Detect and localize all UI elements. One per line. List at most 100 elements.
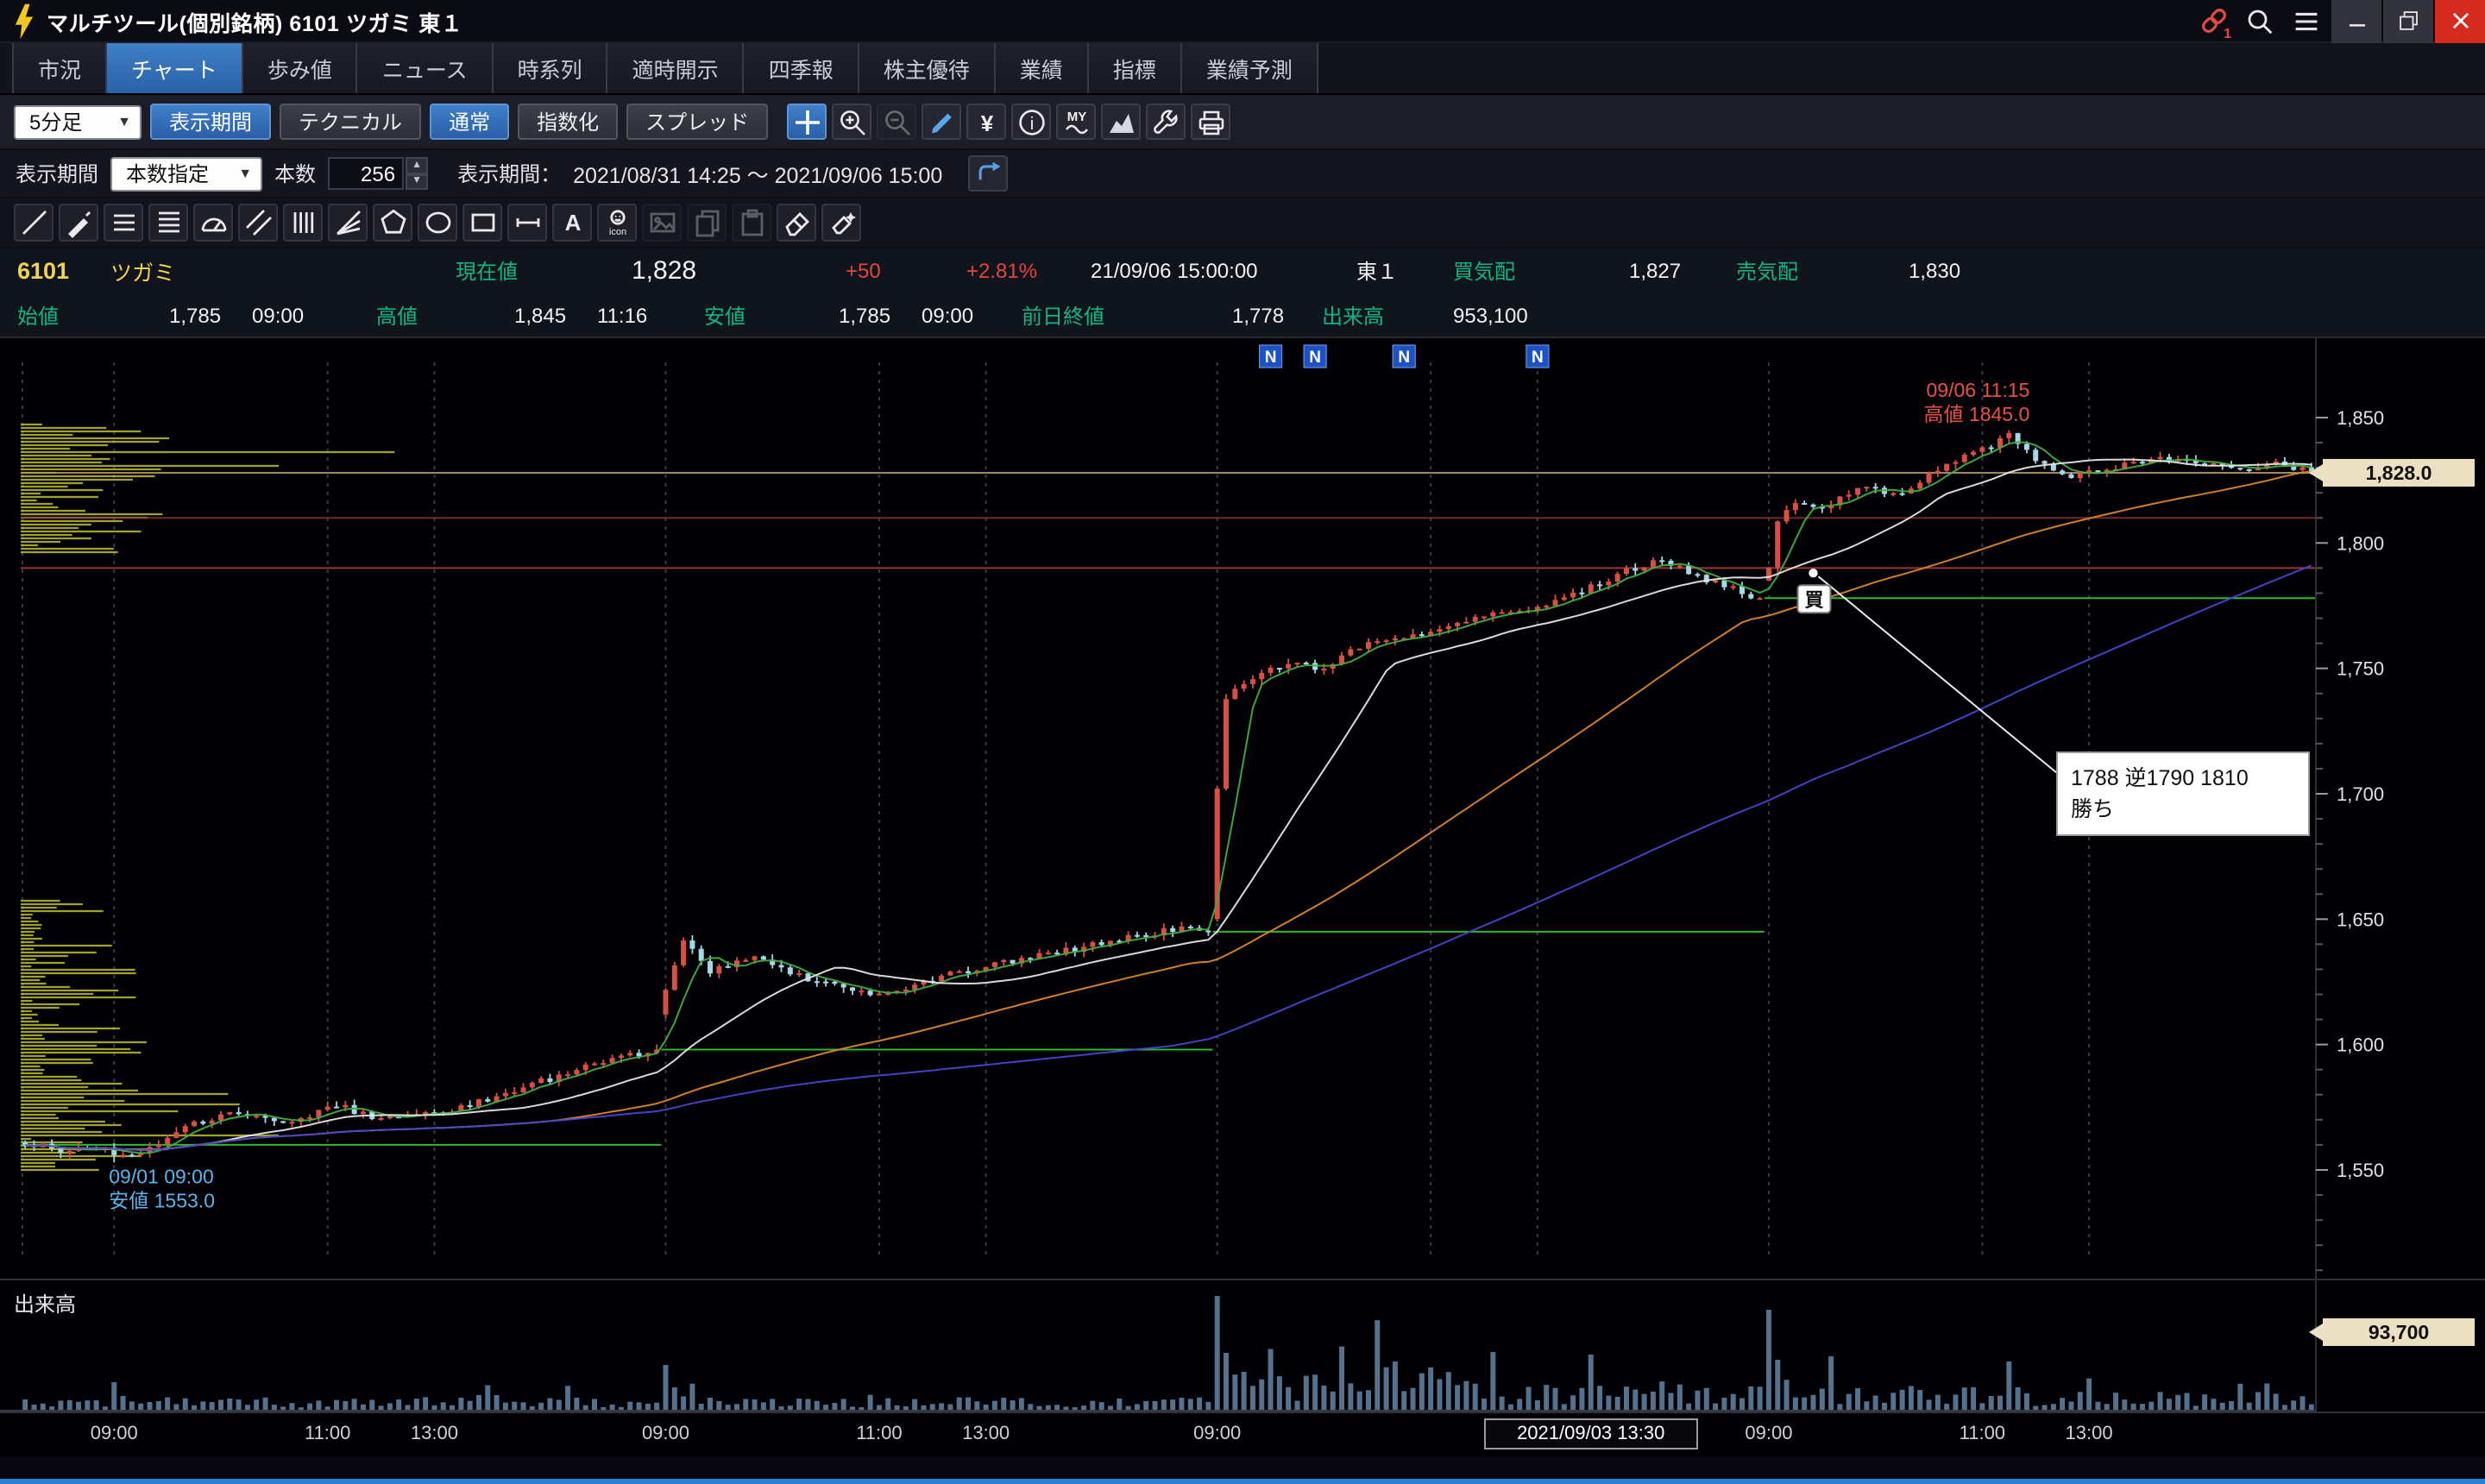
tab-tick[interactable]: 歩み値	[242, 43, 358, 93]
crosshair-plus-icon	[795, 110, 820, 134]
volume-canvas[interactable]: 93,700	[0, 1280, 2485, 1413]
tab-forecast[interactable]: 業績予測	[1181, 43, 1318, 93]
marker-pen-tool-icon	[67, 211, 90, 238]
zoom-in-icon-button[interactable]	[832, 104, 872, 140]
svg-text:1,800: 1,800	[2337, 532, 2384, 554]
current-price-value: 1,828	[632, 256, 697, 286]
display-period-button[interactable]: 表示期間	[150, 104, 272, 140]
zoom-out-icon-button[interactable]	[877, 104, 917, 140]
fan-lines-tool-button[interactable]	[328, 204, 368, 242]
channel-lines-tool-icon	[245, 210, 271, 236]
count-increment-button[interactable]: ▲	[406, 157, 429, 173]
mode-buttons: 表示期間 テクニカル 通常 指数化 スプレッド	[150, 104, 769, 140]
rectangle-tool-button[interactable]	[462, 204, 502, 242]
svg-text:N: N	[1398, 349, 1410, 367]
svg-text:i: i	[1029, 114, 1033, 133]
menu-icon[interactable]	[2283, 0, 2330, 42]
indexed-mode-button[interactable]: 指数化	[518, 104, 619, 140]
icon-stamp-tool-button[interactable]: icon	[597, 204, 637, 242]
buy-marker: 買	[1796, 584, 1832, 614]
h-lines-4-tool-button[interactable]	[148, 204, 188, 242]
candles	[22, 430, 2314, 1163]
image-stamp-tool-button[interactable]	[642, 204, 682, 242]
text-tool-button[interactable]: A	[552, 204, 592, 242]
h-lines-3-tool-icon	[113, 214, 134, 231]
tab-time-series[interactable]: 時系列	[493, 43, 608, 93]
zoom-in-icon	[840, 110, 865, 135]
window-bottom	[0, 1456, 2485, 1484]
tab-market[interactable]: 市況	[12, 43, 108, 93]
time-axis: 09:00 11:00 13:00 09:00 11:00 13:00 09:00 09:00…	[0, 1412, 2485, 1456]
bar-count-input[interactable]: 256	[328, 157, 405, 190]
count-decrement-button[interactable]: ▼	[406, 173, 429, 190]
drawn-horizontal-lines	[21, 471, 2316, 569]
clear-all-tool-button[interactable]	[821, 204, 861, 242]
time-axis-label: 11:00	[1959, 1424, 2006, 1444]
eraser-tool-button[interactable]	[777, 204, 816, 242]
time-axis-label: 11:00	[856, 1424, 903, 1444]
rectangle-tool-icon	[470, 213, 494, 232]
pentagon-tool-button[interactable]	[373, 204, 412, 242]
crosshair-plus-icon-button[interactable]	[787, 104, 827, 140]
area-chart-icon-button[interactable]	[1101, 104, 1142, 140]
horizontal-segment-tool-button[interactable]	[507, 204, 547, 242]
current-price-label: 現在値	[456, 260, 519, 284]
vertical-lines-tool-button[interactable]	[283, 204, 323, 242]
vertical-lines-tool-icon	[293, 212, 313, 233]
copy-object-tool-button[interactable]	[687, 204, 727, 242]
ellipse-tool-button[interactable]	[418, 204, 457, 242]
paste-object-tool-button[interactable]	[732, 204, 771, 242]
stock-code: 6101	[17, 258, 70, 284]
spread-mode-button[interactable]: スプレッド	[626, 104, 769, 140]
ma-line-60	[25, 470, 2312, 1151]
tab-disclosure[interactable]: 適時開示	[607, 43, 745, 93]
h-lines-3-tool-button[interactable]	[104, 204, 143, 242]
interval-select[interactable]: 5分足 ▼	[14, 104, 142, 139]
trend-line-tool-button[interactable]	[14, 204, 53, 242]
minimize-button[interactable]	[2331, 0, 2381, 42]
count-mode-select[interactable]: 本数指定 ▼	[110, 156, 263, 191]
settings-wrench-icon-button[interactable]	[1146, 104, 1186, 140]
price-chart-canvas[interactable]: N N N N1,8501,8001,7501,7001,6501,6001,5501…	[0, 338, 2485, 1279]
my-chart-icon-button[interactable]: MY	[1056, 104, 1097, 140]
gauge-fan-tool-button[interactable]	[193, 204, 233, 242]
quote-row-secondary: 始値 1,785 09:00 高値 1,845 11:16 安値 1,785 0…	[0, 293, 2485, 338]
eraser-tool-icon	[784, 212, 808, 236]
channel-lines-tool-button[interactable]	[238, 204, 278, 242]
link-icon[interactable]: 1	[2190, 0, 2236, 42]
open-time: 09:00	[252, 303, 305, 327]
count-mode-value: 本数指定	[126, 162, 210, 186]
reset-period-button[interactable]	[968, 155, 1009, 192]
low-value: 1,785	[839, 303, 891, 327]
price-chart[interactable]: N N N N 1,850 1,800 1,750 1,700 1,650 1,600 1,550 1…	[0, 338, 2485, 1279]
area-chart-icon	[1109, 113, 1134, 132]
trade-note-callout[interactable]: 1788 逆1790 1810 勝ち	[1809, 569, 2310, 836]
search-icon[interactable]	[2236, 0, 2283, 42]
tab-shikiho[interactable]: 四季報	[744, 43, 859, 93]
close-button[interactable]	[2435, 0, 2485, 42]
volume-pane[interactable]: 93,700 出来高	[0, 1279, 2485, 1413]
print-icon-button[interactable]	[1191, 104, 1231, 140]
draw-pencil-icon-button[interactable]	[922, 104, 962, 140]
tab-chart[interactable]: チャート	[107, 43, 243, 93]
fan-lines-tool-icon	[336, 211, 360, 236]
tab-news[interactable]: ニュース	[357, 43, 494, 93]
normal-mode-button[interactable]: 通常	[430, 104, 510, 140]
svg-text:1,550: 1,550	[2337, 1160, 2384, 1181]
maximize-button[interactable]	[2383, 0, 2433, 42]
info-icon-button[interactable]: i	[1011, 104, 1052, 140]
time-axis-label: 13:00	[962, 1424, 1010, 1444]
tab-results[interactable]: 業績	[995, 43, 1089, 93]
marker-pen-tool-button[interactable]	[59, 204, 98, 242]
image-stamp-tool-icon	[649, 212, 675, 233]
technical-button[interactable]: テクニカル	[280, 104, 422, 140]
chevron-down-icon: ▼	[117, 114, 131, 129]
paste-object-tool-icon	[740, 209, 763, 236]
yen-display-icon-button[interactable]: ¥	[966, 104, 1007, 140]
bar-count-field: 256 ▲ ▼	[328, 157, 429, 190]
volume-profile	[21, 423, 395, 1172]
tab-shareholder-benefit[interactable]: 株主優待	[859, 43, 996, 93]
minimize-icon	[2349, 24, 2364, 27]
svg-text:1,828.0: 1,828.0	[2366, 462, 2432, 484]
tab-indicators[interactable]: 指標	[1088, 43, 1182, 93]
